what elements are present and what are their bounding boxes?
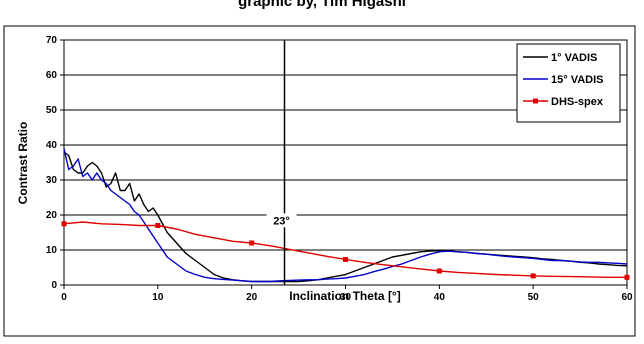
series-marker: [436, 268, 442, 274]
series-line-1: [63, 148, 628, 283]
annotation: 23°: [266, 40, 297, 285]
x-axis-label: Inclination Theta [°]: [289, 289, 400, 303]
y-axis-label: Contrast Ratio: [16, 122, 30, 205]
annotation-label-bg: [266, 213, 297, 228]
series-marker: [155, 223, 161, 228]
y-tick-label: 60: [46, 70, 58, 81]
y-tick-label: 50: [46, 105, 58, 116]
y-tick-label: 20: [46, 210, 58, 221]
legend-label: DHS-spex: [551, 96, 604, 108]
legend-label: 1° VADIS: [551, 52, 597, 64]
x-tick-label: 30: [340, 292, 352, 303]
x-tick-label: 50: [528, 292, 540, 303]
x-tick-label: 10: [152, 292, 164, 303]
x-tick-label: 40: [434, 292, 446, 303]
series-marker: [530, 273, 536, 279]
annotation-label: 23°: [273, 215, 290, 227]
x-tick-label: 0: [61, 292, 67, 303]
series-marker: [249, 240, 255, 246]
legend-label: 15° VADIS: [551, 74, 604, 86]
series-marker: [61, 221, 67, 227]
axes: 0 10 20 30 40 50 60 70 0 10 20 30 40 50 60: [46, 35, 633, 303]
y-tick-label: 0: [51, 280, 57, 291]
y-tick-label: 30: [46, 175, 58, 186]
legend: 1° VADIS 15° VADIS DHS-spex: [516, 43, 621, 123]
series-lines: [61, 148, 630, 283]
x-tick-label: 60: [621, 292, 633, 303]
series-marker: [343, 256, 348, 262]
y-tick-label: 40: [46, 140, 58, 151]
y-tick-label: 70: [46, 35, 58, 46]
series-marker: [624, 274, 630, 280]
chart-title-partial: graphic by, Tim Higashi: [238, 0, 406, 10]
legend-marker: [533, 98, 538, 104]
x-tick-label: 20: [246, 292, 258, 303]
y-tick-label: 10: [46, 245, 58, 256]
